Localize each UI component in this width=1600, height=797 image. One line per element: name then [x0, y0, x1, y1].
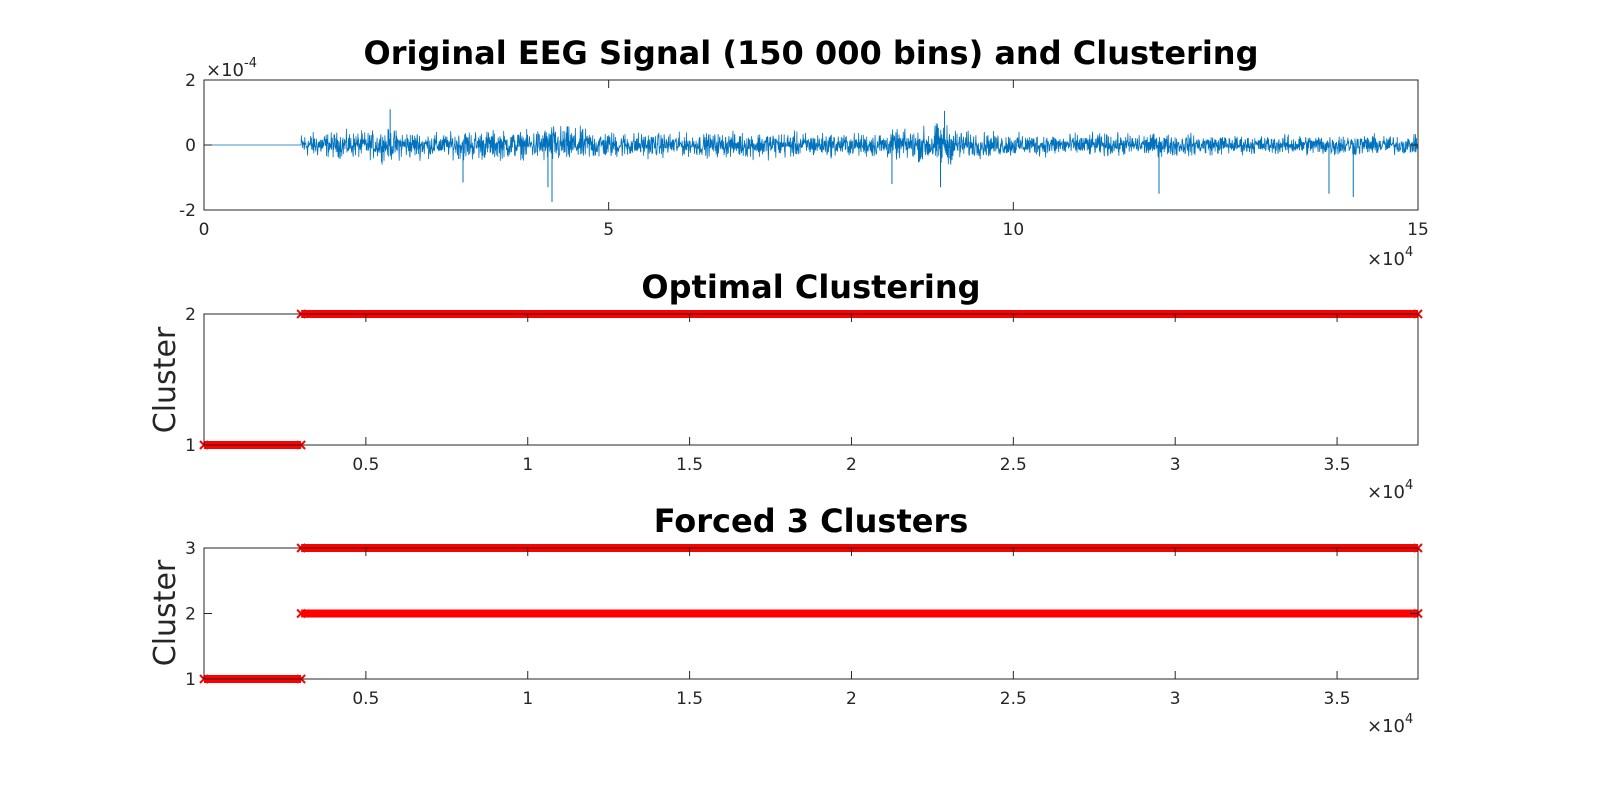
optimal-clustering-x-tick-label: 1: [522, 455, 533, 475]
optimal-clustering-y-tick-label: 2: [185, 305, 196, 325]
eeg-signal-panel: Original EEG Signal (150 000 bins) and C…: [179, 34, 1429, 270]
forced-clusters-cluster-marker: [296, 608, 306, 619]
eeg-signal-x-tick-label: 5: [603, 220, 614, 240]
forced-clusters-y-tick-label: 3: [185, 539, 196, 559]
eeg-signal-plot-area: [204, 109, 1419, 202]
optimal-clustering-ticks: 0.5 1 1.5 2 2.5 3 3.5 1 2: [185, 305, 1418, 475]
optimal-clustering-y-tick-label: 1: [185, 436, 196, 456]
eeg-signal-title: Original EEG Signal (150 000 bins) and C…: [364, 34, 1259, 72]
eeg-signal-x-tick-label: 10: [1003, 220, 1025, 240]
eeg-signal-line: [204, 123, 1419, 165]
eeg-signal-x-tick-label: 0: [199, 220, 210, 240]
optimal-clustering-y-label: Cluster: [148, 326, 183, 433]
optimal-clustering-x-tick-label: 2.5: [1000, 455, 1027, 475]
forced-clusters-cluster-2-markers: [301, 609, 1418, 618]
eeg-signal-y-tick-label: -2: [179, 201, 196, 221]
forced-clusters-title: Forced 3 Clusters: [654, 502, 969, 540]
forced-clusters-y-tick-label: 2: [185, 605, 196, 625]
forced-clusters-y-label: Cluster: [148, 559, 183, 666]
optimal-clustering-axes-box: [203, 313, 1419, 446]
forced-clusters-x-tick-label: 2: [846, 689, 857, 709]
forced-clusters-x-tick-label: 3.5: [1324, 689, 1351, 709]
eeg-signal-x-exponent: ×104: [1367, 245, 1413, 270]
forced-clusters-x-tick-label: 2.5: [1000, 689, 1027, 709]
optimal-clustering-x-tick-label: 3.5: [1324, 455, 1351, 475]
eeg-signal-x-tick-label: 15: [1407, 220, 1429, 240]
eeg-signal-ticks: 0 5 10 15-202: [179, 71, 1429, 240]
forced-clusters-y-tick-label: 1: [185, 670, 196, 690]
forced-clusters-panel: Forced 3 Clusters 0.5 1 1.5 2 2.5 3 3.5 1 2 3 Clu…: [148, 502, 1423, 737]
optimal-clustering-x-exponent: ×104: [1367, 478, 1413, 503]
forced-clusters-x-tick-label: 1: [522, 689, 533, 709]
optimal-clustering-x-tick-label: 3: [1170, 455, 1181, 475]
optimal-clustering-x-tick-label: 2: [846, 455, 857, 475]
eeg-signal-y-exponent: ×10-4: [206, 56, 257, 81]
forced-clusters-ticks: 0.5 1 1.5 2 2.5 3 3.5 1 2 3: [185, 539, 1418, 709]
forced-clusters-x-tick-label: 1.5: [676, 689, 703, 709]
forced-clusters-x-tick-label: 3: [1170, 689, 1181, 709]
optimal-clustering-panel: Optimal Clustering 0.5 1 1.5 2 2.5 3 3.5 1 2 Clu…: [148, 268, 1423, 503]
optimal-clustering-x-tick-label: 1.5: [676, 455, 703, 475]
forced-clusters-x-tick-label: 0.5: [352, 689, 379, 709]
optimal-clustering-x-tick-label: 0.5: [352, 455, 379, 475]
eeg-signal-y-tick-label: 2: [185, 71, 196, 91]
optimal-clustering-title: Optimal Clustering: [641, 268, 980, 306]
eeg-signal-y-tick-label: 0: [185, 136, 196, 156]
forced-clusters-x-exponent: ×104: [1367, 712, 1413, 737]
